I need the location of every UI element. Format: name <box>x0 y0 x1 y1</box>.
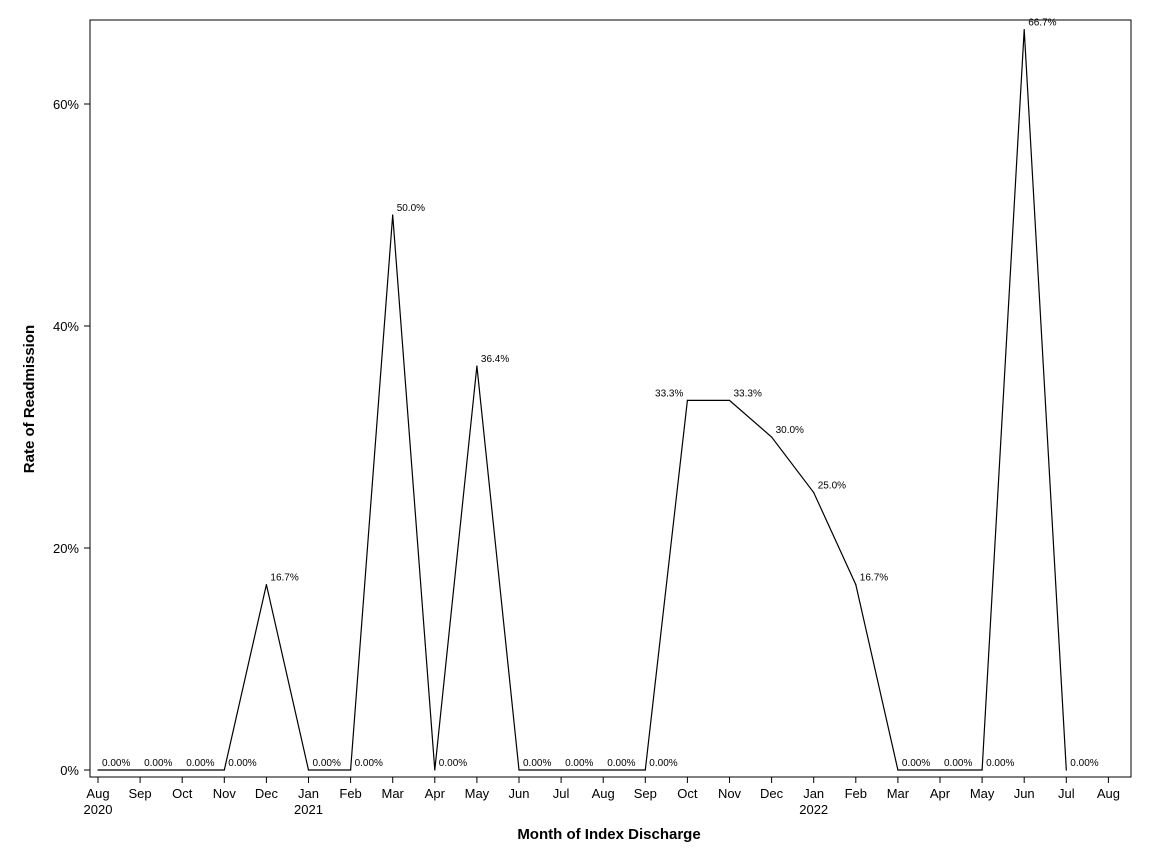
data-label: 0.00% <box>355 758 383 769</box>
data-point <box>771 436 773 438</box>
data-point <box>1065 769 1067 771</box>
data-label: 0.00% <box>607 758 635 769</box>
data-point <box>392 214 394 216</box>
y-axis: 0% 20% 40% 60% <box>53 97 90 778</box>
data-point <box>350 769 352 771</box>
data-label: 0.00% <box>986 758 1014 769</box>
data-label: 33.3% <box>734 388 762 399</box>
data-label: 0.00% <box>649 758 677 769</box>
x-tick-label: Jul <box>553 786 570 801</box>
data-point <box>560 769 562 771</box>
plot-frame <box>89 19 1132 778</box>
data-label: 16.7% <box>270 573 298 584</box>
x-tick-label: Mar <box>382 786 405 801</box>
data-labels: 0.00% 0.00% 0.00% 0.00% 16.7% 0.00% 0.00% 50.0%… <box>102 18 1099 769</box>
x-tick-label: Aug <box>1097 786 1120 801</box>
x-tick-label: Dec <box>760 786 784 801</box>
series-polyline <box>98 29 1067 771</box>
x-tick-label: Jun <box>1014 786 1035 801</box>
data-label: 0.00% <box>144 758 172 769</box>
x-tick-label: Jan <box>803 786 824 801</box>
data-point <box>307 769 310 771</box>
x-tick-label: Nov <box>213 786 237 801</box>
data-point <box>139 769 141 771</box>
data-label: 0.00% <box>313 758 341 769</box>
data-label: 30.0% <box>776 425 804 436</box>
x-tick-label: May <box>970 786 995 801</box>
data-point <box>686 399 689 401</box>
data-label: 66.7% <box>1028 18 1056 29</box>
x-tick-label: Jun <box>509 786 530 801</box>
x-tick-label: Jan <box>298 786 319 801</box>
y-axis-title: Rate of Readmission <box>21 325 38 473</box>
data-label: 33.3% <box>655 388 683 399</box>
data-label: 0.00% <box>228 758 256 769</box>
x-tick-label: Feb <box>339 786 361 801</box>
data-label: 16.7% <box>860 573 888 584</box>
data-label: 25.0% <box>818 481 846 492</box>
data-point <box>181 769 183 771</box>
data-point <box>855 584 857 586</box>
x-year-label: 2020 <box>84 802 113 817</box>
x-year-label: 2021 <box>294 802 323 817</box>
data-point <box>265 584 267 586</box>
series-line <box>97 29 1067 771</box>
data-label: 0.00% <box>1070 758 1098 769</box>
data-label: 0.00% <box>944 758 972 769</box>
x-axis-title: Month of Index Discharge <box>517 826 700 843</box>
x-tick-label: Sep <box>129 786 152 801</box>
data-point <box>434 769 436 771</box>
x-tick-label: Aug <box>86 786 109 801</box>
x-tick-label: Oct <box>677 786 698 801</box>
y-tick-label: 0% <box>60 763 79 778</box>
data-point <box>939 769 941 771</box>
data-label: 0.00% <box>523 758 551 769</box>
data-label: 0.00% <box>439 758 467 769</box>
data-point <box>476 365 478 367</box>
data-point <box>602 769 604 771</box>
x-tick-label: Aug <box>592 786 615 801</box>
x-tick-label: Sep <box>634 786 657 801</box>
x-tick-label: May <box>465 786 490 801</box>
data-label: 0.00% <box>186 758 214 769</box>
data-point <box>813 491 815 494</box>
x-tick-label: Jul <box>1058 786 1075 801</box>
data-label: 0.00% <box>902 758 930 769</box>
data-point <box>728 399 731 401</box>
x-tick-label: Apr <box>930 786 951 801</box>
x-tick-label: Oct <box>172 786 193 801</box>
x-tick-label: Feb <box>845 786 867 801</box>
y-tick-label: 20% <box>53 541 79 556</box>
data-label: 36.4% <box>481 354 509 365</box>
x-tick-label: Nov <box>718 786 742 801</box>
y-tick-label: 60% <box>53 97 79 112</box>
data-point <box>1023 29 1025 31</box>
data-label: 0.00% <box>565 758 593 769</box>
data-point <box>223 769 225 771</box>
data-point <box>644 769 646 771</box>
x-axis: Aug Sep Oct Nov Dec Jan Feb Mar Apr May Jun Jul Aug S… <box>84 777 1120 817</box>
data-label: 0.00% <box>102 758 130 769</box>
data-point <box>518 769 520 771</box>
x-tick-label: Apr <box>425 786 446 801</box>
x-tick-label: Dec <box>255 786 279 801</box>
data-point <box>981 769 983 771</box>
y-tick-label: 40% <box>53 319 79 334</box>
data-point <box>97 769 99 771</box>
data-point <box>897 769 899 771</box>
x-year-label: 2022 <box>799 802 828 817</box>
x-tick-label: Mar <box>887 786 910 801</box>
data-label: 50.0% <box>397 203 425 214</box>
